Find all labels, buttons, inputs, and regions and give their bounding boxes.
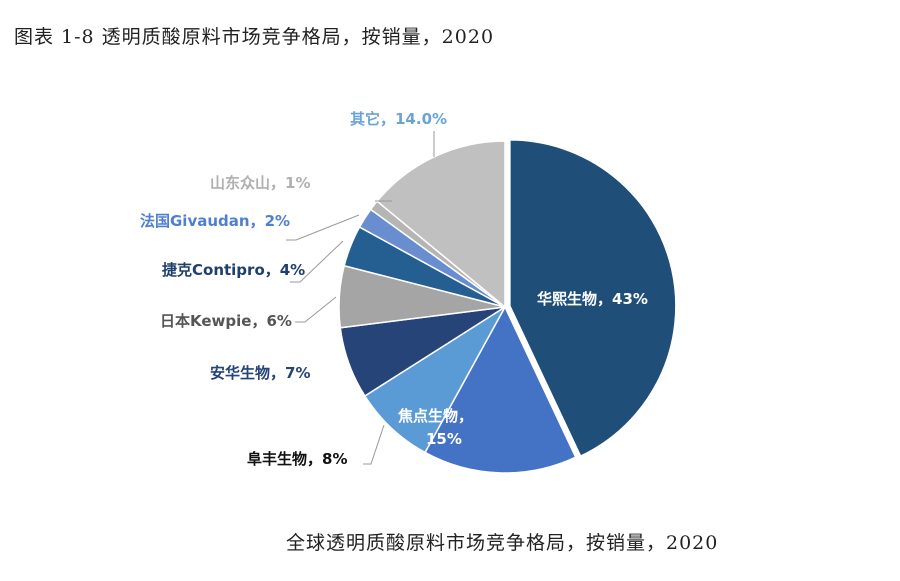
- leader-line-givaudan: [286, 214, 360, 241]
- label-kewpie: 日本Kewpie，6%: [160, 312, 292, 330]
- leader-line-fufeng: [363, 424, 385, 465]
- figure-caption: 全球透明质酸原料市场竞争格局，按销量，2020: [286, 532, 719, 554]
- label-contipro: 捷克Contipro，4%: [162, 261, 306, 279]
- leader-line-contipro: [290, 240, 344, 283]
- label-jiaodian-value: 15%: [426, 430, 462, 448]
- label-fufeng: 阜丰生物，8%: [247, 450, 348, 468]
- figure-title: 图表 1-8 透明质酸原料市场竞争格局，按销量，2020: [14, 26, 495, 48]
- label-shandong: 山东众山，1%: [210, 174, 311, 192]
- label-huaxi: 华熙生物，43%: [537, 290, 648, 308]
- leader-lines: [286, 131, 435, 465]
- leader-line-kewpie: [295, 296, 337, 323]
- pie-slice-0: [509, 139, 677, 458]
- label-givaudan: 法国Givaudan，2%: [140, 212, 291, 230]
- pie-slice-1: [424, 305, 577, 474]
- label-jiaodian: 焦点生物，: [398, 407, 474, 425]
- label-anhua: 安华生物，7%: [210, 364, 311, 382]
- label-qita: 其它，14.0%: [350, 110, 448, 128]
